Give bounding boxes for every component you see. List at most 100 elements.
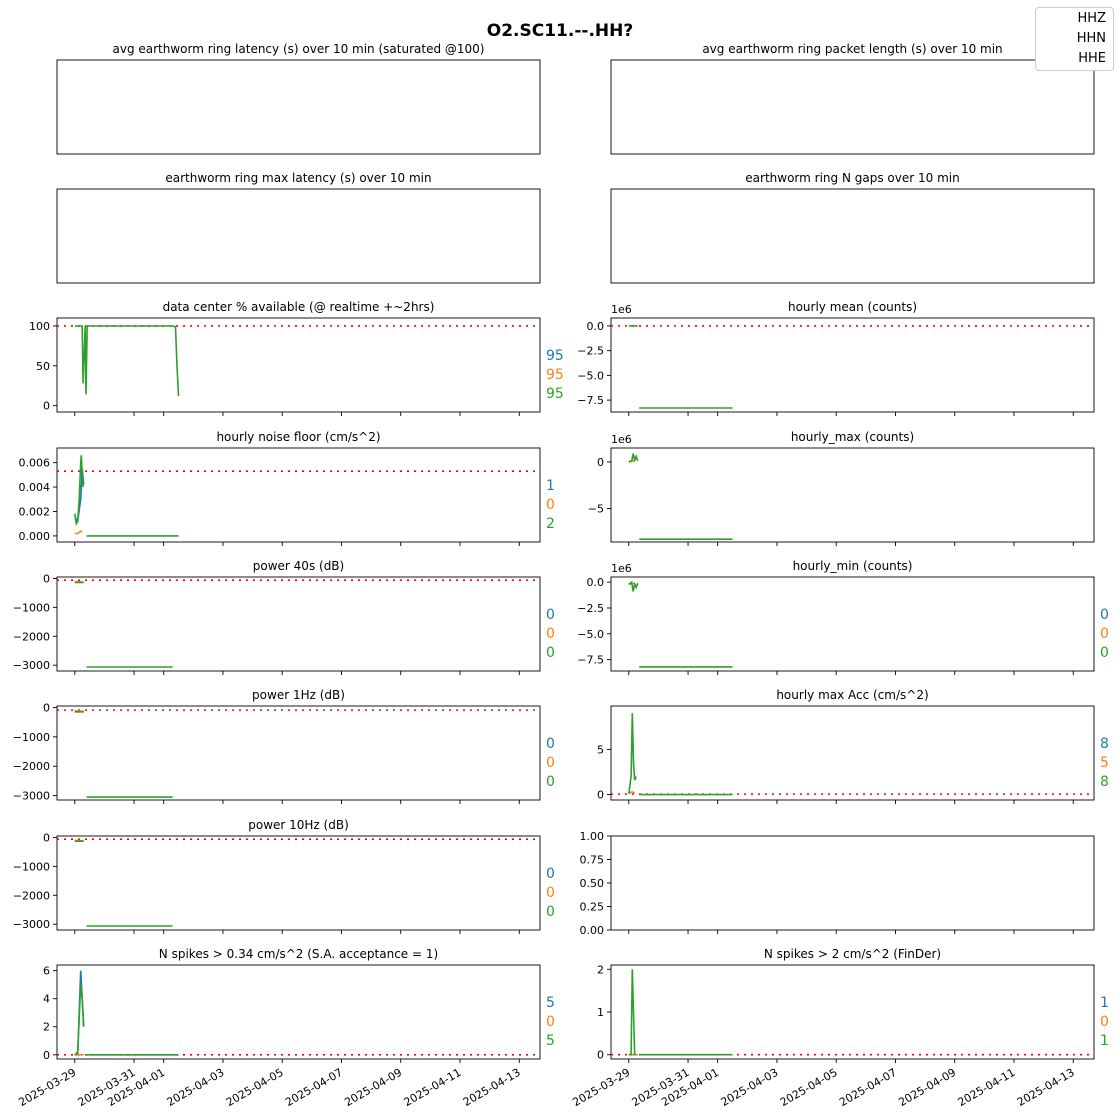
axes-frame	[610, 59, 1095, 155]
x-tick-label: 2025-04-07	[283, 1066, 345, 1109]
y-tick-label: 0.0	[587, 576, 605, 589]
panel-p11: hourly max Acc (cm/s^2) 0 5 8 5 8	[597, 688, 1109, 804]
x-tick-label: 2025-04-03	[719, 1066, 781, 1109]
right-value-hhe: 0	[546, 904, 555, 920]
panel-p2: earthworm ring max latency (s) over 10 m…	[56, 171, 541, 284]
right-value-hhn: 0	[546, 626, 555, 642]
axes-frame	[56, 705, 541, 801]
series-line-hhn	[74, 529, 83, 535]
panel-p12: power 10Hz (dB) 0 −1000 −2000 −3000 0 0 0	[13, 818, 555, 934]
y-tick-label: 1.00	[580, 830, 605, 843]
right-value-hhz: 0	[546, 866, 555, 882]
x-tick-label: 2025-04-09	[896, 1066, 958, 1109]
right-value-hhn: 5	[1100, 755, 1109, 771]
panel-title: power 40s (dB)	[253, 559, 344, 573]
y-tick-label: 0.25	[580, 901, 605, 914]
y-tick-label: 0.002	[19, 505, 51, 518]
right-value-hhn: 95	[546, 367, 564, 383]
panel-p6: hourly noise floor (cm/s^2) 0.000 0.002 0.0…	[19, 430, 555, 546]
y-offset-label: 1e6	[611, 433, 632, 446]
x-tick-label: 2025-04-03	[165, 1066, 227, 1109]
series-line-hhe	[628, 713, 637, 794]
panel-title: hourly_min (counts)	[793, 559, 913, 573]
panel-title: avg earthworm ring latency (s) over 10 m…	[113, 42, 485, 56]
axes-frame	[56, 59, 541, 155]
axes-frame	[56, 188, 541, 284]
y-tick-label: −5.0	[577, 369, 604, 382]
series-line-hhe	[628, 580, 639, 592]
right-value-hhe: 0	[546, 774, 555, 790]
panel-p4: data center % available (@ realtime +~2h…	[29, 300, 564, 416]
y-tick-label: 0	[43, 572, 50, 585]
axes-frame	[610, 835, 1095, 931]
y-tick-label: 0.50	[580, 877, 605, 890]
y-tick-label: −5	[588, 502, 604, 515]
axes-frame	[610, 188, 1095, 284]
x-tick-label: 2025-03-29	[570, 1066, 632, 1109]
series-line-hhe	[74, 984, 85, 1056]
series-line-hhe	[628, 969, 636, 1056]
right-value-hhe: 0	[546, 645, 555, 661]
right-value-hhz: 1	[1100, 995, 1109, 1011]
panel-title: earthworm ring max latency (s) over 10 m…	[165, 171, 431, 185]
series-line-hhe	[74, 455, 84, 527]
y-tick-label: 1	[597, 1006, 604, 1019]
legend-item-hhz: HHZ	[1077, 11, 1106, 26]
y-tick-label: 0	[43, 400, 50, 413]
y-tick-label: 0.000	[19, 530, 51, 543]
axes-frame	[56, 576, 541, 672]
panel-title: avg earthworm ring packet length (s) ove…	[702, 42, 1002, 56]
panel-p15: N spikes > 2 cm/s^2 (FinDer) 0 1 2 2025-03-2…	[570, 947, 1109, 1109]
panel-title: power 10Hz (dB)	[248, 818, 349, 832]
right-value-hhn: 0	[1100, 626, 1109, 642]
y-tick-label: 0.00	[580, 924, 605, 937]
legend: HHZ HHN HHE	[1035, 7, 1114, 71]
y-tick-label: 50	[36, 360, 50, 373]
y-tick-label: 0	[597, 456, 604, 469]
panel-title: hourly_max (counts)	[791, 430, 914, 444]
panel-title: data center % available (@ realtime +~2h…	[163, 300, 435, 314]
panel-p8: power 40s (dB) 0 −1000 −2000 −3000 0 0 0	[13, 559, 555, 675]
panel-p14: N spikes > 0.34 cm/s^2 (S.A. acceptance …	[16, 947, 555, 1109]
legend-item-hhe: HHE	[1078, 51, 1106, 66]
figure-title: O2.SC11.--.HH?	[487, 21, 633, 41]
panel-title: power 1Hz (dB)	[252, 688, 345, 702]
y-offset-label: 1e6	[611, 562, 632, 575]
x-tick-label: 2025-04-05	[778, 1066, 840, 1109]
y-tick-label: 0.006	[19, 457, 51, 470]
right-value-hhe: 1	[1100, 1033, 1109, 1049]
y-tick-label: −1000	[13, 860, 50, 873]
y-tick-label: 2	[597, 963, 604, 976]
y-tick-label: −1000	[13, 601, 50, 614]
x-tick-label: 2025-04-11	[402, 1066, 464, 1109]
panel-p5: hourly mean (counts) 0.0 −2.5 −5.0 −7.5 1e6	[577, 300, 1095, 416]
right-value-hhz: 95	[546, 348, 564, 364]
right-value-hhe: 0	[1100, 645, 1109, 661]
y-tick-label: −2.5	[577, 602, 604, 615]
legend-item-hhn: HHN	[1076, 31, 1106, 46]
y-tick-label: 100	[29, 320, 50, 333]
x-tick-label: 2025-04-13	[1015, 1066, 1077, 1109]
y-tick-label: −3000	[13, 790, 50, 803]
panel-p1: avg earthworm ring packet length (s) ove…	[610, 42, 1095, 155]
y-tick-label: 0	[43, 701, 50, 714]
panel-title: hourly max Acc (cm/s^2)	[776, 688, 928, 702]
y-tick-label: 0.004	[19, 481, 51, 494]
axes-frame	[56, 964, 541, 1060]
right-value-hhz: 0	[1100, 607, 1109, 623]
right-value-hhe: 2	[546, 516, 555, 532]
right-value-hhz: 0	[546, 607, 555, 623]
y-tick-label: 0	[597, 789, 604, 802]
axes-frame	[610, 447, 1095, 543]
panel-p7: hourly_max (counts) 0 −5 1e6	[588, 430, 1095, 546]
axes-frame	[56, 447, 541, 543]
y-tick-label: 0.75	[580, 854, 605, 867]
y-tick-label: −2.5	[577, 345, 604, 358]
right-value-hhz: 8	[1100, 736, 1109, 752]
panel-p9: hourly_min (counts) 0.0 −2.5 −5.0 −7.5 1e6 0 0 0	[577, 559, 1109, 675]
y-tick-label: −5.0	[577, 628, 604, 641]
series-line-hhn	[628, 791, 635, 795]
right-value-hhn: 0	[546, 755, 555, 771]
panel-title: hourly mean (counts)	[788, 300, 917, 314]
